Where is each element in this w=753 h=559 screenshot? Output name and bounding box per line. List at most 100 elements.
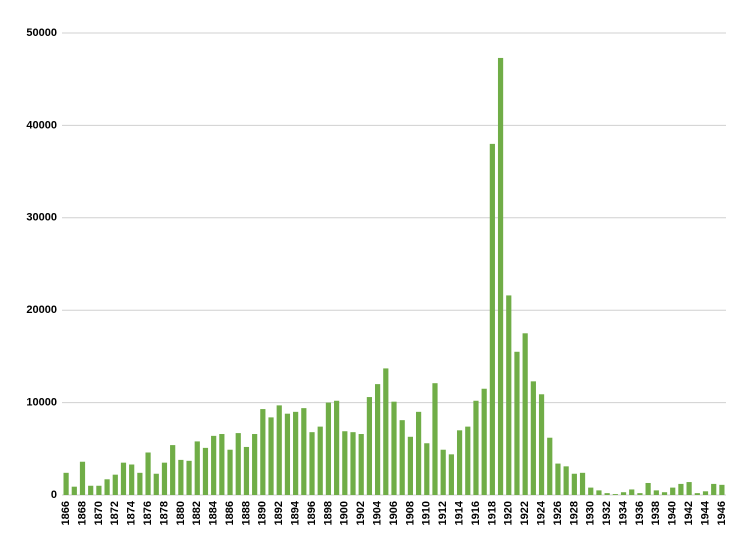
bar (227, 449, 233, 495)
bar (719, 484, 725, 495)
bar (284, 413, 291, 495)
x-tick-label: 1874 (126, 500, 138, 525)
x-tick-label: 1920 (503, 501, 515, 525)
bar (63, 472, 69, 495)
bar (334, 400, 340, 495)
bar (686, 482, 692, 495)
bar (211, 435, 217, 495)
bar (358, 434, 364, 495)
x-tick-label: 1894 (290, 500, 302, 525)
bar (202, 447, 209, 495)
x-tick-label: 1912 (437, 501, 449, 525)
x-tick-label: 1896 (306, 501, 318, 525)
x-tick-label: 1916 (470, 501, 482, 525)
bar (375, 384, 381, 495)
bar (620, 492, 627, 495)
x-tick-label: 1878 (158, 501, 170, 525)
bar (112, 474, 118, 495)
bar (293, 411, 299, 495)
x-tick-label: 1888 (240, 501, 252, 525)
x-tick-label: 1898 (322, 501, 334, 525)
bar (588, 487, 594, 495)
bar (137, 472, 143, 495)
x-tick-label: 1938 (650, 501, 662, 525)
x-tick-label: 1866 (60, 501, 72, 525)
bar (522, 333, 528, 495)
bar (235, 433, 241, 495)
bar (629, 489, 635, 495)
bar (88, 485, 94, 495)
bar (555, 463, 561, 495)
x-tick-label: 1918 (486, 501, 498, 525)
bar (465, 426, 471, 495)
bar (252, 434, 258, 495)
bar (538, 394, 545, 495)
x-tick-label: 1926 (552, 501, 564, 525)
bar (170, 445, 176, 495)
bar (309, 432, 315, 495)
bar (366, 397, 373, 495)
bar (547, 437, 553, 495)
x-tick-label: 1886 (224, 501, 236, 525)
bar (260, 409, 266, 495)
bar (489, 143, 495, 495)
x-tick-label: 1880 (175, 501, 187, 525)
x-tick-label: 1906 (388, 501, 400, 525)
y-tick-label: 10000 (26, 397, 57, 409)
x-tick-label: 1940 (667, 501, 679, 525)
x-tick-label: 1882 (191, 501, 203, 525)
y-tick-label: 30000 (26, 212, 57, 224)
bar (317, 426, 323, 495)
bar (514, 351, 520, 495)
bar (350, 432, 356, 495)
bar (325, 402, 332, 495)
x-tick-label: 1932 (601, 501, 613, 525)
bar (129, 464, 135, 495)
bar (661, 492, 668, 495)
bar (120, 462, 127, 495)
bar (178, 459, 184, 495)
bar (653, 490, 659, 495)
x-tick-label: 1892 (273, 501, 285, 525)
x-tick-label: 1872 (109, 501, 121, 525)
y-tick-label: 20000 (26, 304, 57, 316)
x-tick-label: 1930 (585, 501, 597, 525)
bar (415, 411, 422, 495)
bar (407, 436, 413, 495)
x-tick-label: 1904 (372, 500, 384, 525)
bar (530, 381, 536, 495)
bar (276, 405, 282, 495)
bar (579, 472, 586, 495)
bar (473, 400, 479, 495)
bar (506, 295, 512, 495)
bar (694, 493, 700, 495)
bar (243, 446, 250, 495)
bar (440, 449, 446, 495)
x-tick-label: 1876 (142, 501, 154, 525)
bar (268, 417, 274, 495)
bar (301, 408, 307, 495)
bar (399, 420, 405, 495)
x-tick-label: 1902 (355, 501, 367, 525)
bar (391, 401, 397, 495)
bar (456, 430, 463, 495)
x-tick-label: 1900 (339, 501, 351, 525)
bar (448, 454, 454, 495)
bar (481, 388, 487, 495)
bar (612, 494, 618, 495)
bar (161, 462, 168, 495)
x-tick-label: 1936 (634, 501, 646, 525)
x-tick-label: 1922 (519, 501, 531, 525)
bar (497, 57, 504, 496)
x-tick-label: 1928 (568, 501, 580, 525)
bar (145, 452, 151, 495)
bar (670, 487, 676, 495)
bar (711, 483, 717, 495)
y-tick-label: 50000 (26, 27, 57, 39)
x-tick-label: 1870 (93, 501, 105, 525)
bar (342, 431, 348, 495)
x-tick-label: 1944 (699, 500, 711, 525)
bar (104, 479, 110, 495)
x-tick-label: 1884 (208, 500, 220, 525)
